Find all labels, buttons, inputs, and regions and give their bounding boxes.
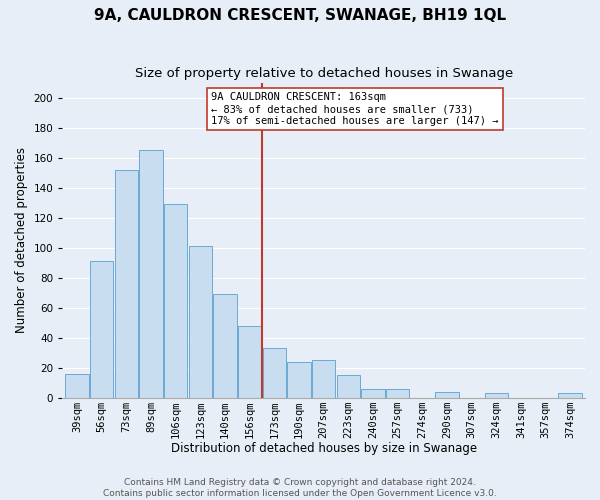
Bar	[188, 246, 212, 398]
Text: 9A, CAULDRON CRESCENT, SWANAGE, BH19 1QL: 9A, CAULDRON CRESCENT, SWANAGE, BH19 1QL	[94, 8, 506, 22]
Bar	[263, 348, 286, 398]
Bar	[90, 262, 113, 398]
Bar	[164, 204, 187, 398]
Bar	[214, 294, 237, 398]
Bar	[485, 393, 508, 398]
Bar	[139, 150, 163, 398]
Bar	[361, 388, 385, 398]
X-axis label: Distribution of detached houses by size in Swanage: Distribution of detached houses by size …	[170, 442, 477, 455]
Bar	[559, 393, 582, 398]
Bar	[238, 326, 262, 398]
Bar	[287, 362, 311, 398]
Bar	[65, 374, 89, 398]
Bar	[115, 170, 138, 398]
Text: 9A CAULDRON CRESCENT: 163sqm
← 83% of detached houses are smaller (733)
17% of s: 9A CAULDRON CRESCENT: 163sqm ← 83% of de…	[211, 92, 499, 126]
Title: Size of property relative to detached houses in Swanage: Size of property relative to detached ho…	[134, 68, 513, 80]
Bar	[312, 360, 335, 398]
Text: Contains HM Land Registry data © Crown copyright and database right 2024.
Contai: Contains HM Land Registry data © Crown c…	[103, 478, 497, 498]
Bar	[386, 388, 409, 398]
Bar	[435, 392, 458, 398]
Y-axis label: Number of detached properties: Number of detached properties	[15, 148, 28, 334]
Bar	[337, 375, 360, 398]
